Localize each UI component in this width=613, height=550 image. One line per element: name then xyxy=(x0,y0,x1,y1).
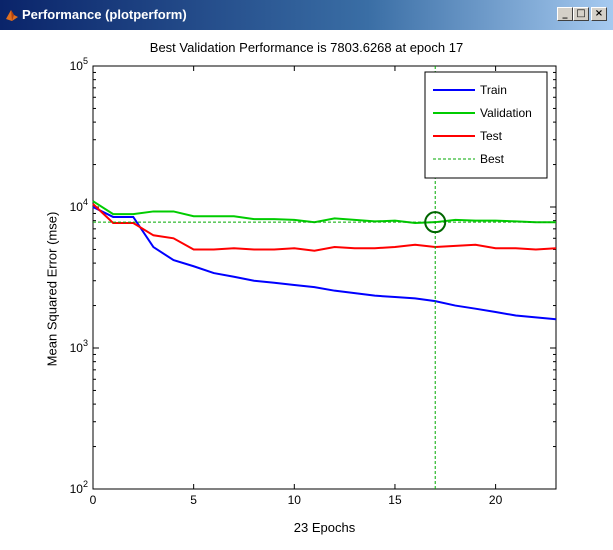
y-tick-label: 102 xyxy=(70,479,88,496)
legend-label-test: Test xyxy=(480,129,503,143)
window-title: Performance (plotperform) xyxy=(22,7,187,22)
x-axis-label: 23 Epochs xyxy=(293,520,356,535)
close-button[interactable]: × xyxy=(591,7,607,21)
y-tick-label: 104 xyxy=(70,197,88,214)
best-marker xyxy=(424,211,447,234)
chart-title: Best Validation Performance is 7803.6268… xyxy=(149,40,464,55)
series-line-validation xyxy=(92,200,556,225)
series-line-test xyxy=(92,203,557,252)
x-tick-label: 0 xyxy=(90,493,97,507)
x-tick-label: 5 xyxy=(190,493,197,507)
x-tick-label: 10 xyxy=(288,493,302,507)
y-tick-label: 105 xyxy=(70,56,88,73)
y-tick-label: 103 xyxy=(70,338,88,355)
legend-label-best: Best xyxy=(480,152,505,166)
matlab-icon xyxy=(6,10,18,21)
x-tick-label: 15 xyxy=(388,493,402,507)
maximize-button[interactable]: □ xyxy=(573,7,589,21)
series-line-train xyxy=(92,206,557,321)
performance-chart: 0 5 10 15 20 102 103 104 105 Train Validation Test B… xyxy=(70,56,557,507)
x-tick-label: 20 xyxy=(489,493,503,507)
legend-label-validation: Validation xyxy=(480,106,532,120)
plot-area xyxy=(92,65,557,490)
title-bar[interactable]: Performance (plotperform) _ □ × xyxy=(0,0,613,30)
minimize-button[interactable]: _ xyxy=(557,7,573,21)
legend-label-train: Train xyxy=(480,83,507,97)
